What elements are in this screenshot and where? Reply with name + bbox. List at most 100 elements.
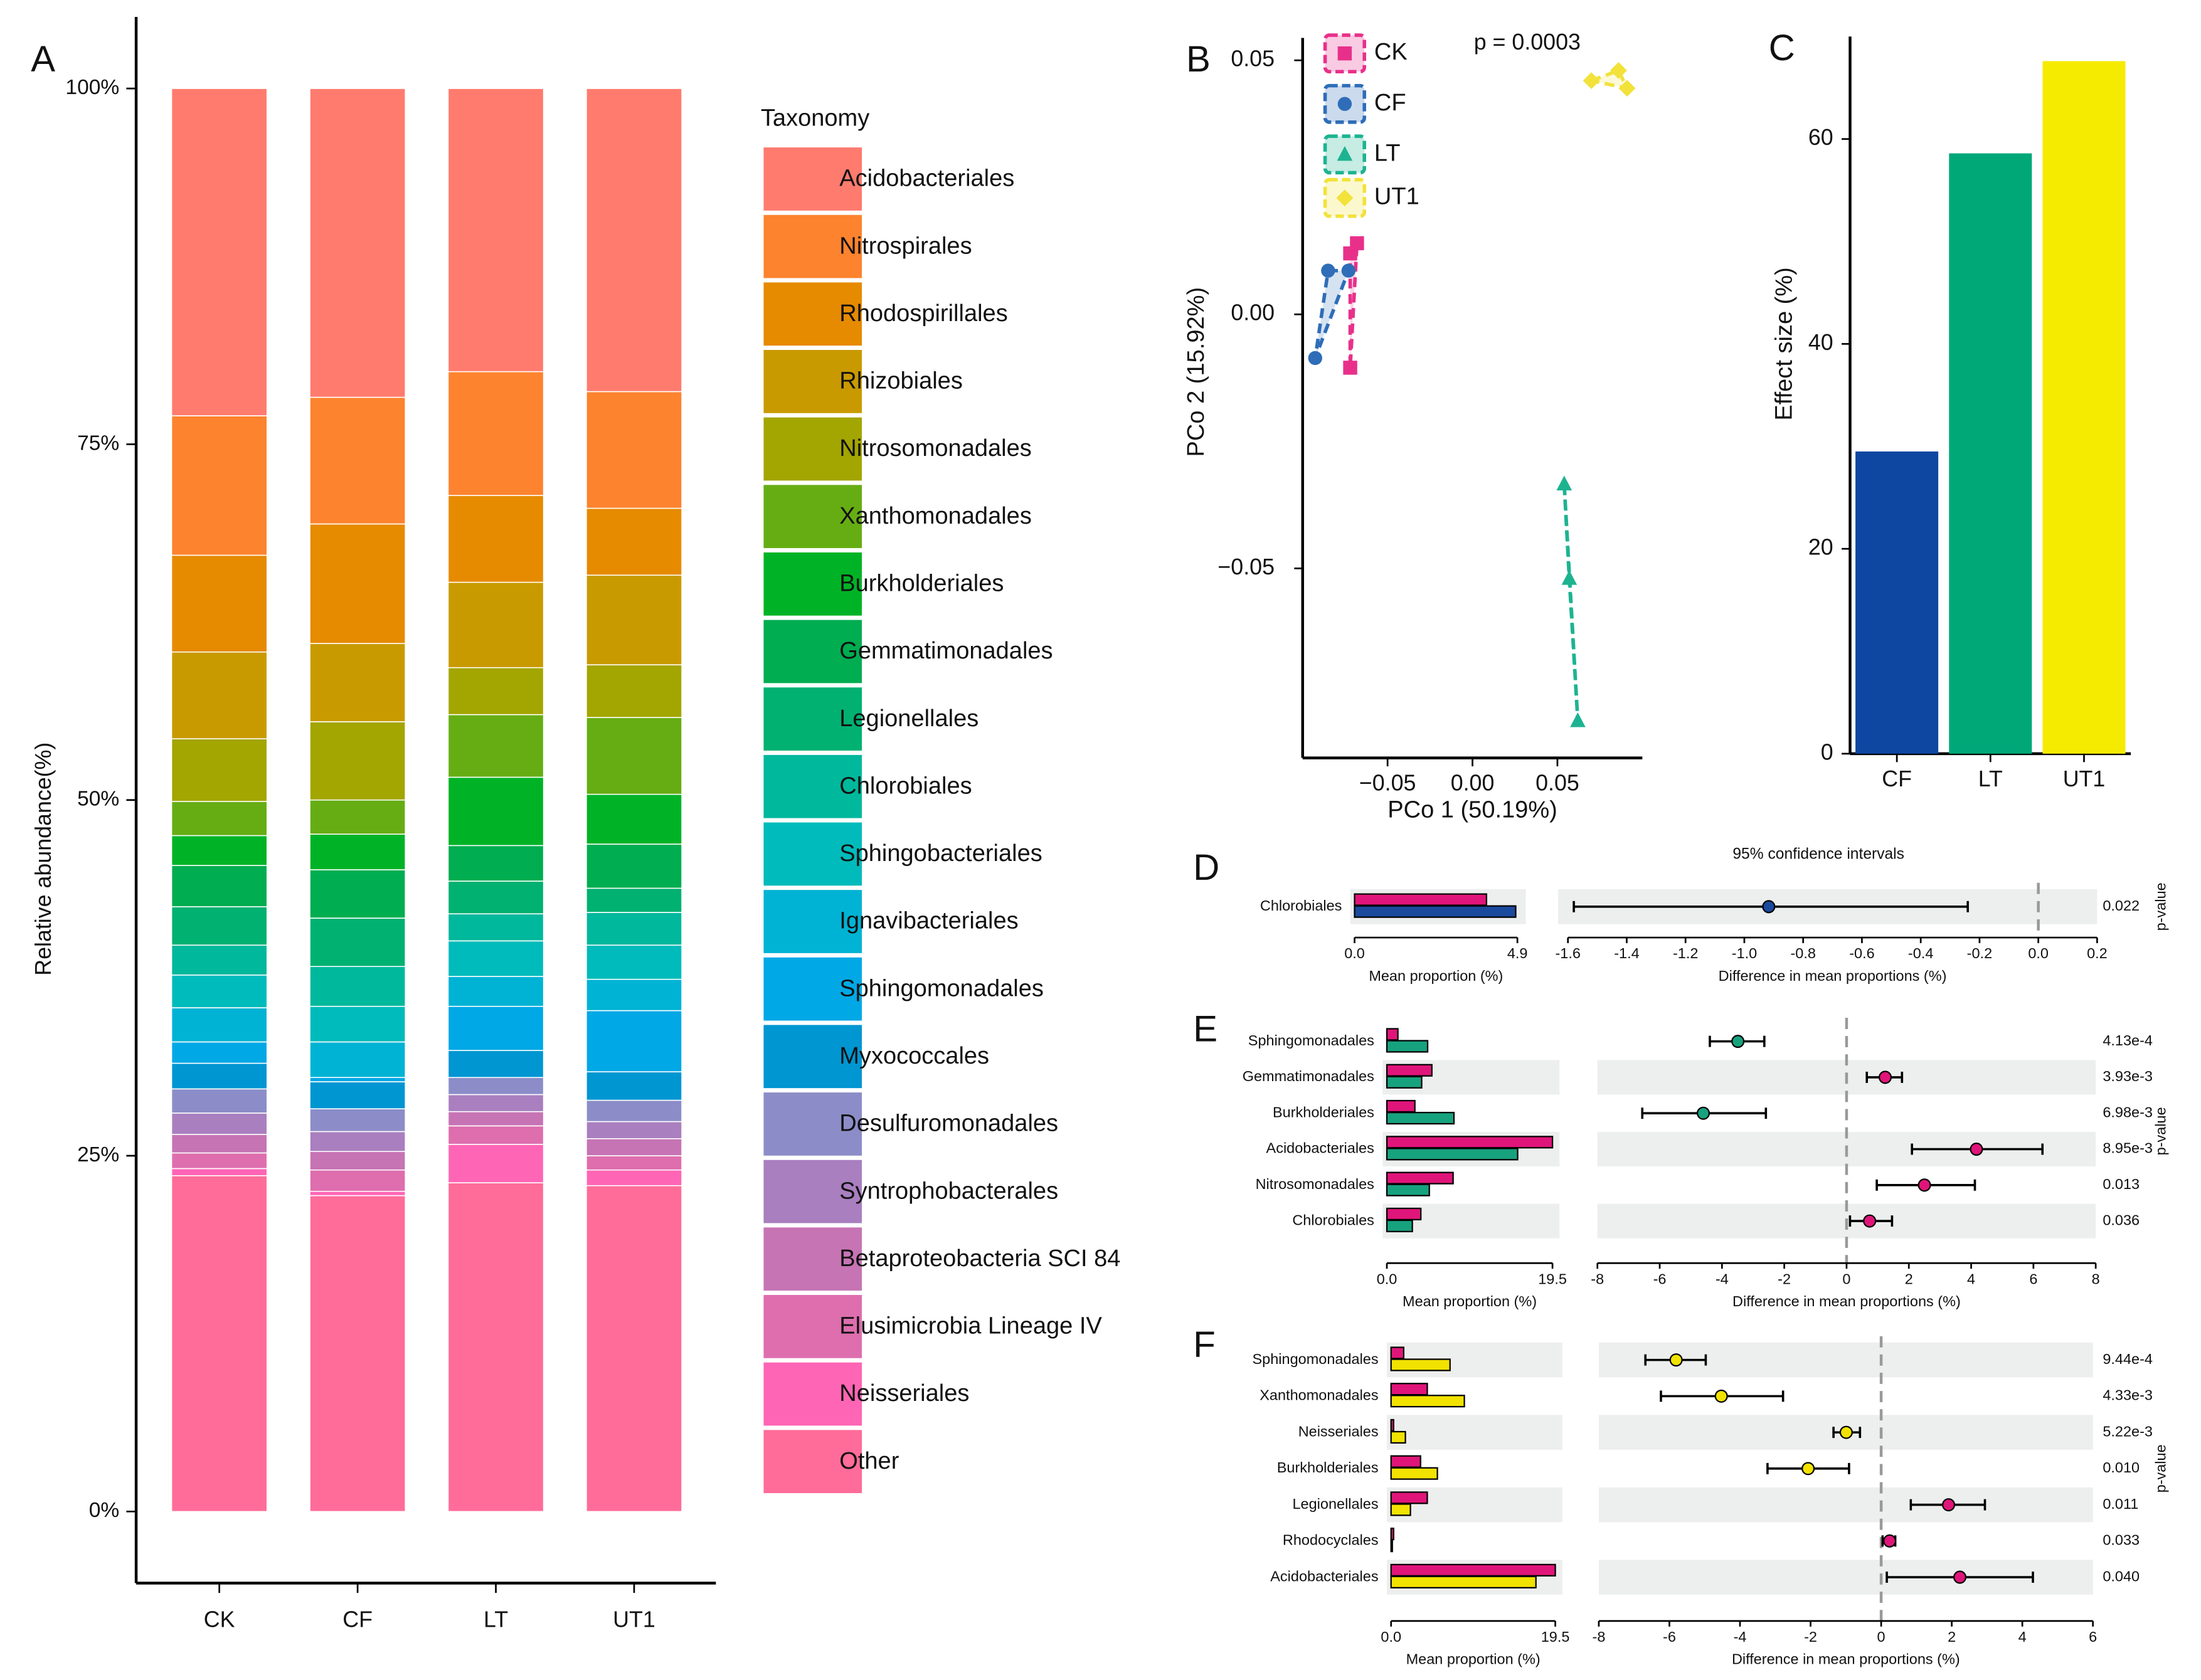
diff-tick-label: -4 — [1716, 1271, 1729, 1287]
bar-segment — [171, 1168, 268, 1176]
mean-bar — [1386, 1111, 1455, 1125]
mean-axis-title: Mean proportion (%) — [1406, 1651, 1541, 1667]
legend-label: LT — [1374, 140, 1401, 166]
marker — [1337, 97, 1352, 111]
difference-point — [1953, 1570, 1967, 1584]
mean-bar — [1390, 1491, 1428, 1504]
mean-bar — [1390, 1455, 1421, 1468]
bar-segment — [171, 944, 268, 976]
diff-tick-label: 0.0 — [2028, 945, 2049, 961]
diff-axis-title: Difference in mean proportions (%) — [1719, 968, 1947, 984]
legend-swatch — [763, 147, 862, 211]
legend-swatch — [763, 754, 862, 818]
legend-swatch — [763, 957, 862, 1021]
mean-bar — [1386, 1075, 1423, 1089]
legend-swatch — [763, 1227, 862, 1291]
y-tick-label: 0% — [89, 1499, 120, 1522]
bar-segment — [309, 1077, 406, 1082]
bar-segment — [586, 507, 682, 576]
diff-tick-label: 4 — [1967, 1271, 1975, 1287]
legend-label: Betaproteobacteria SCI 84 — [839, 1245, 1120, 1272]
bar-segment — [171, 835, 268, 866]
legend-label: Nitrospirales — [839, 233, 972, 259]
bar-segment — [447, 845, 544, 882]
mean-bar — [1386, 1040, 1429, 1053]
legend-swatch — [763, 1025, 862, 1089]
legend-swatch — [763, 417, 862, 481]
bar — [2042, 61, 2126, 754]
mean-bar — [1390, 1395, 1465, 1408]
bar-segment — [171, 1041, 268, 1064]
diff-tick-label: 2 — [1948, 1629, 1956, 1645]
y-tick-label: 50% — [77, 788, 119, 811]
mean-bar — [1386, 1207, 1422, 1220]
mean-bar — [1390, 1528, 1394, 1541]
legend-label: Myxococcales — [839, 1043, 989, 1069]
bar-segment — [447, 88, 544, 372]
difference-point — [1883, 1534, 1897, 1548]
p-value: 0.033 — [2103, 1532, 2140, 1548]
bar-segment — [309, 1081, 406, 1109]
y-tick-label: 75% — [77, 431, 119, 455]
legend-label: Elusimicrobia Lineage IV — [839, 1313, 1102, 1339]
legend-label: Burkholderiales — [839, 570, 1004, 596]
legend-label: Acidobacteriales — [839, 166, 1014, 192]
bar-segment — [447, 371, 544, 496]
bar-segment — [447, 1111, 544, 1127]
legend-label: Rhizobiales — [839, 368, 963, 394]
legend-label: UT1 — [1374, 184, 1419, 210]
bar-segment — [586, 664, 682, 718]
diff-tick-label: -6 — [1663, 1629, 1676, 1645]
bar-segment — [447, 495, 544, 583]
mean-bar — [1386, 1064, 1433, 1077]
legend-label: Ignavibacteriales — [839, 908, 1018, 934]
legend-label: Sphingobacteriales — [839, 840, 1042, 867]
legend-label: Nitrosomonadales — [839, 435, 1032, 462]
mean-bar — [1354, 893, 1488, 906]
bar-segment — [586, 912, 682, 946]
row-band — [1598, 1487, 2093, 1523]
panel-label: B — [1186, 39, 1211, 80]
mean-bar — [1390, 1418, 1394, 1432]
mean-bar — [1390, 1430, 1406, 1444]
marker — [1561, 570, 1578, 585]
mean-bar — [1386, 1183, 1430, 1197]
diff-tick-label: 0.2 — [2087, 945, 2108, 961]
p-value: 0.040 — [2103, 1568, 2140, 1584]
category-label: Xanthomonadales — [1260, 1387, 1378, 1403]
mean-axis-title: Mean proportion (%) — [1369, 968, 1503, 984]
difference-point — [1714, 1389, 1728, 1403]
legend-swatch — [763, 687, 862, 751]
diff-tick-label: -1.6 — [1555, 945, 1580, 961]
bar-segment — [586, 1138, 682, 1156]
bar-segment — [586, 1099, 682, 1123]
marker — [1350, 236, 1364, 251]
bar-segment — [447, 1144, 544, 1183]
bar-segment — [447, 581, 544, 668]
diff-tick-label: -0.6 — [1849, 945, 1874, 961]
bar-segment — [171, 1175, 268, 1513]
category-label: Neisseriales — [1298, 1423, 1379, 1439]
y-tick-label: 100% — [65, 76, 119, 99]
diff-tick-label: -0.8 — [1790, 945, 1815, 961]
y-axis-title: PCo 2 (15.92%) — [1183, 287, 1209, 457]
bar-segment — [309, 869, 406, 919]
legend-swatch — [763, 620, 862, 684]
p-value-title: p-value — [2153, 1444, 2169, 1492]
bar-segment — [586, 793, 682, 845]
difference-point — [1839, 1425, 1853, 1439]
diff-tick-label: -8 — [1593, 1629, 1606, 1645]
category-label: Burkholderiales — [1277, 1459, 1379, 1476]
marker — [1570, 712, 1586, 727]
diff-tick-label: 2 — [1905, 1271, 1913, 1287]
p-value: 4.33e-3 — [2103, 1387, 2153, 1403]
marker — [1618, 80, 1636, 97]
difference-point — [1970, 1142, 1983, 1156]
bar-segment — [586, 1010, 682, 1072]
diff-tick-label: 6 — [2029, 1271, 2037, 1287]
bar-segment — [447, 1182, 544, 1513]
marker — [1337, 145, 1353, 161]
y-tick-label: 0.05 — [1231, 46, 1275, 71]
mean-bar — [1390, 1575, 1537, 1588]
category-label: Sphingomonadales — [1248, 1032, 1374, 1049]
